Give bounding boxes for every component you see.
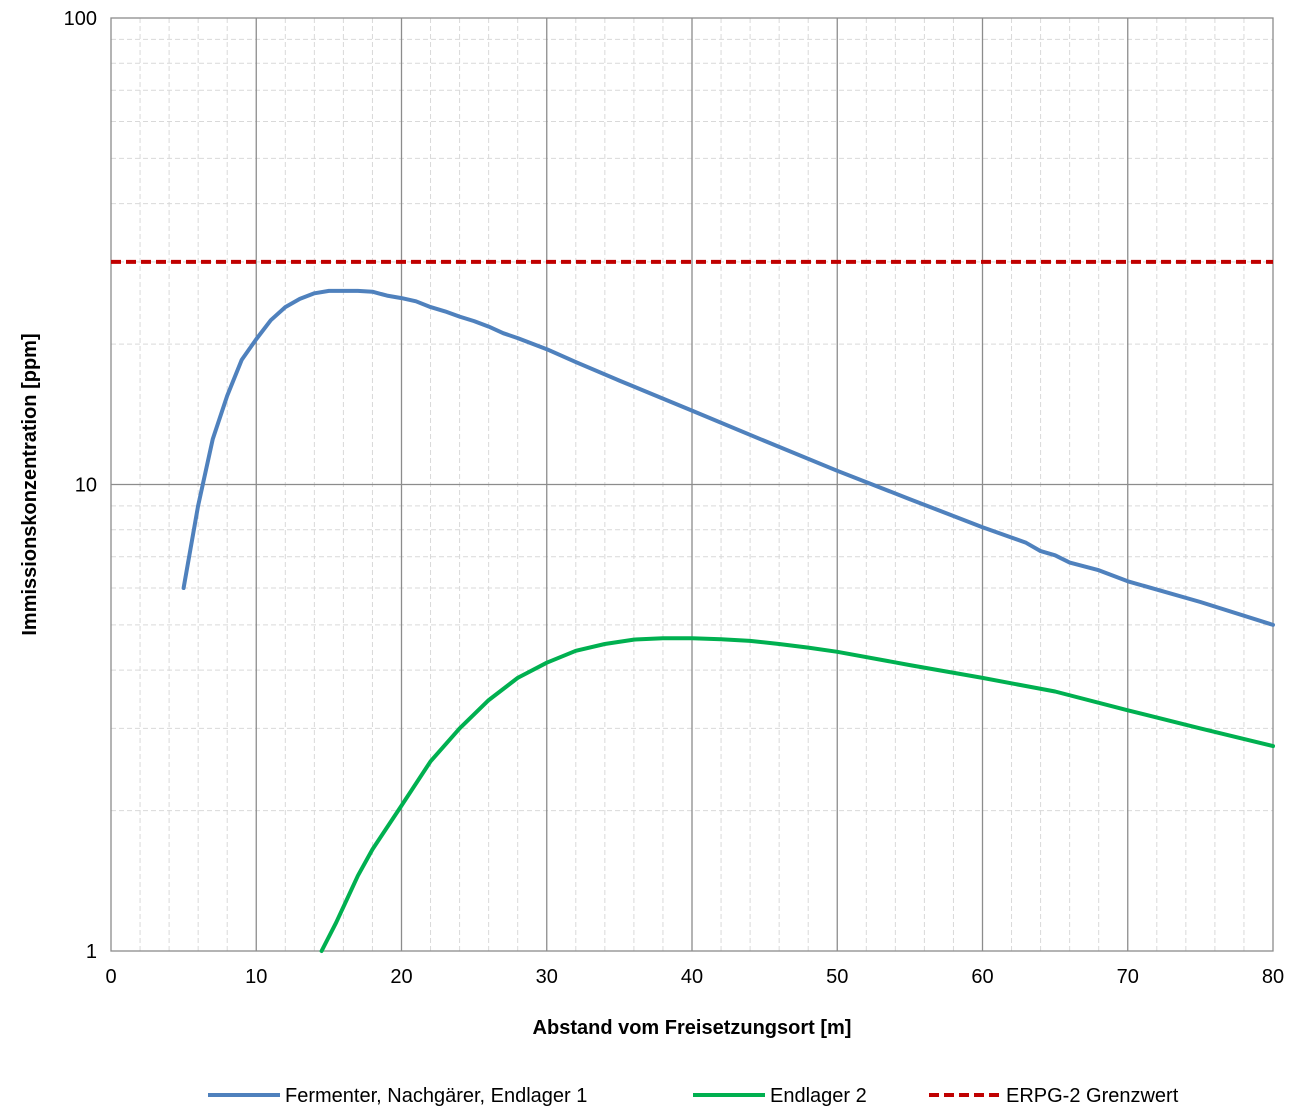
legend-label-3: ERPG-2 Grenzwert xyxy=(1006,1085,1179,1107)
plot-area-border xyxy=(110,17,1274,952)
series-line-2 xyxy=(319,636,1275,953)
legend-label-1: Fermenter, Nachgärer, Endlager 1 xyxy=(285,1085,587,1107)
y-tick-label: 10 xyxy=(75,475,97,497)
x-tick-label: 80 xyxy=(1262,966,1284,988)
y-tick-label: 100 xyxy=(64,8,97,30)
x-tick-label: 30 xyxy=(536,966,558,988)
x-tick-label: 70 xyxy=(1117,966,1139,988)
legend: Fermenter, Nachgärer, Endlager 1 Endlager… xyxy=(208,1085,1179,1107)
y-axis-title: Immissionskonzentration [ppm] xyxy=(19,333,41,635)
x-tick-label: 60 xyxy=(971,966,993,988)
x-tick-label: 0 xyxy=(105,966,116,988)
x-tick-label: 50 xyxy=(826,966,848,988)
y-tick-labels: 1 10 100 xyxy=(64,8,97,963)
major-grid xyxy=(111,18,1273,951)
series-layer xyxy=(111,259,1275,953)
x-tick-labels: 0 10 20 30 40 50 60 70 80 xyxy=(105,966,1284,988)
x-axis-title: Abstand vom Freisetzungsort [m] xyxy=(533,1017,852,1039)
x-tick-label: 10 xyxy=(245,966,267,988)
x-tick-label: 20 xyxy=(390,966,412,988)
legend-label-2: Endlager 2 xyxy=(770,1085,867,1107)
x-tick-label: 40 xyxy=(681,966,703,988)
y-tick-label: 1 xyxy=(86,941,97,963)
series-line-1 xyxy=(181,288,1275,627)
